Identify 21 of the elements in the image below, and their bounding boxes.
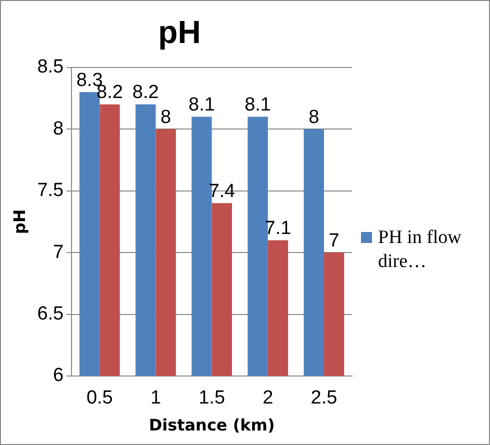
y-tick-label: 8.5 bbox=[37, 56, 64, 78]
x-tick-label: 1 bbox=[150, 388, 162, 409]
y-tick-label: 6.5 bbox=[37, 304, 64, 325]
y-tick-label: 7.5 bbox=[37, 180, 64, 202]
data-label: 8.1 bbox=[244, 94, 271, 116]
data-label: 8 bbox=[308, 106, 320, 128]
legend-label: PH in flow dire… bbox=[378, 226, 462, 274]
x-tick-label: 2 bbox=[262, 388, 274, 409]
data-label: 8.1 bbox=[188, 94, 215, 116]
x-axis-title: Distance (km) bbox=[148, 416, 275, 435]
y-tick-label: 8 bbox=[53, 118, 64, 140]
x-tick-label: 2.5 bbox=[310, 388, 338, 409]
x-tick-label: 0.5 bbox=[86, 388, 113, 409]
y-axis-title: pH bbox=[10, 209, 29, 234]
x-tick-label: 1.5 bbox=[198, 388, 226, 409]
data-label: 8.2 bbox=[132, 82, 159, 104]
y-tick-label: 7 bbox=[53, 242, 64, 263]
data-label: 8 bbox=[160, 106, 172, 128]
chart-title: pH bbox=[158, 14, 201, 50]
data-label: 7 bbox=[328, 230, 340, 252]
y-tick-label: 6 bbox=[53, 365, 64, 386]
